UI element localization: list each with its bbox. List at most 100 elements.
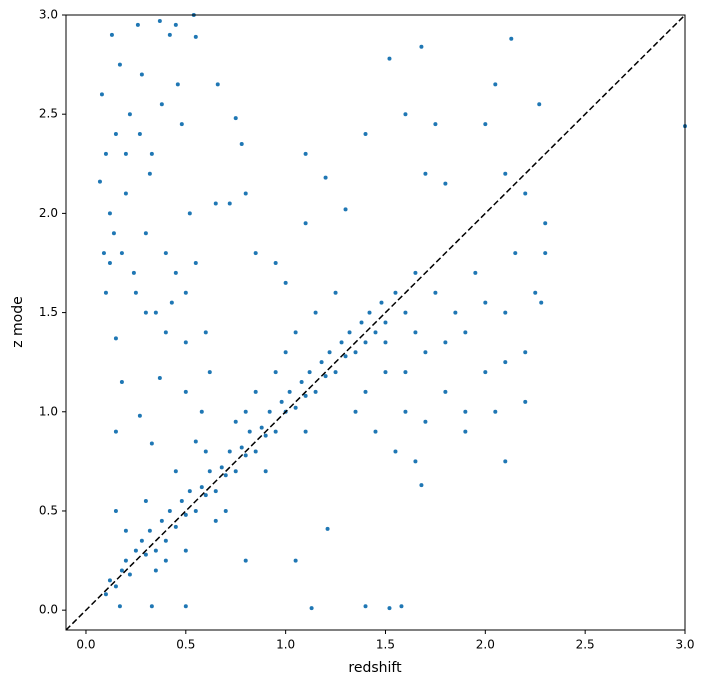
point [313, 389, 318, 394]
point [239, 141, 244, 146]
y-tick-label: 2.5 [39, 107, 58, 121]
point [219, 465, 224, 470]
point [173, 270, 178, 275]
y-tick-label: 2.0 [39, 206, 58, 220]
point [223, 473, 228, 478]
point [143, 552, 148, 557]
point [423, 419, 428, 424]
point [443, 181, 448, 186]
point [283, 280, 288, 285]
point [383, 340, 388, 345]
point [183, 340, 188, 345]
point [443, 340, 448, 345]
point [203, 449, 208, 454]
point [325, 526, 330, 531]
point [213, 489, 218, 494]
point [413, 459, 418, 464]
point [123, 151, 128, 156]
point [183, 548, 188, 553]
point [393, 449, 398, 454]
point [343, 207, 348, 212]
point [253, 251, 258, 256]
point [273, 370, 278, 375]
point [113, 132, 118, 137]
point [103, 151, 108, 156]
point [107, 211, 112, 216]
point [303, 151, 308, 156]
point [193, 439, 198, 444]
point [123, 558, 128, 563]
point [359, 320, 364, 325]
point [123, 528, 128, 533]
point [223, 508, 228, 513]
point [253, 389, 258, 394]
point [293, 558, 298, 563]
point [319, 360, 324, 365]
point [143, 499, 148, 504]
point [163, 538, 168, 543]
point [213, 201, 218, 206]
point [183, 290, 188, 295]
x-tick-label: 2.0 [476, 638, 495, 652]
point [131, 270, 136, 275]
point [143, 231, 148, 236]
point [159, 102, 164, 107]
point [103, 592, 108, 597]
point [149, 604, 154, 609]
point [153, 548, 158, 553]
point [423, 350, 428, 355]
point [503, 360, 508, 365]
y-tick-label: 1.5 [39, 305, 58, 319]
point [403, 370, 408, 375]
point [413, 330, 418, 335]
point [543, 221, 548, 226]
point [183, 389, 188, 394]
point [117, 62, 122, 67]
point [387, 56, 392, 61]
point [119, 568, 124, 573]
point [399, 604, 404, 609]
point [493, 409, 498, 414]
point [333, 370, 338, 375]
point [139, 72, 144, 77]
point [533, 290, 538, 295]
point [113, 584, 118, 589]
point [313, 310, 318, 315]
point [363, 389, 368, 394]
point [543, 251, 548, 256]
point [339, 340, 344, 345]
point [403, 409, 408, 414]
point [157, 376, 162, 381]
point [379, 300, 384, 305]
point [163, 330, 168, 335]
point [303, 429, 308, 434]
point [363, 340, 368, 345]
point [419, 44, 424, 49]
point [179, 499, 184, 504]
point [149, 441, 154, 446]
point [157, 18, 162, 23]
point [193, 508, 198, 513]
point [453, 310, 458, 315]
x-tick-label: 3.0 [675, 638, 694, 652]
point [403, 310, 408, 315]
x-tick-label: 1.0 [276, 638, 295, 652]
point [113, 429, 118, 434]
point [503, 171, 508, 176]
point [139, 538, 144, 543]
point [135, 22, 140, 27]
point [111, 231, 116, 236]
point [247, 429, 252, 434]
point [119, 251, 124, 256]
point [113, 508, 118, 513]
plot-frame [65, 14, 686, 631]
point [253, 449, 258, 454]
point [473, 270, 478, 275]
point [127, 572, 132, 577]
point [259, 425, 264, 430]
point [309, 606, 314, 611]
y-tick-label: 0.5 [39, 503, 58, 517]
point [483, 122, 488, 127]
point [303, 393, 308, 398]
